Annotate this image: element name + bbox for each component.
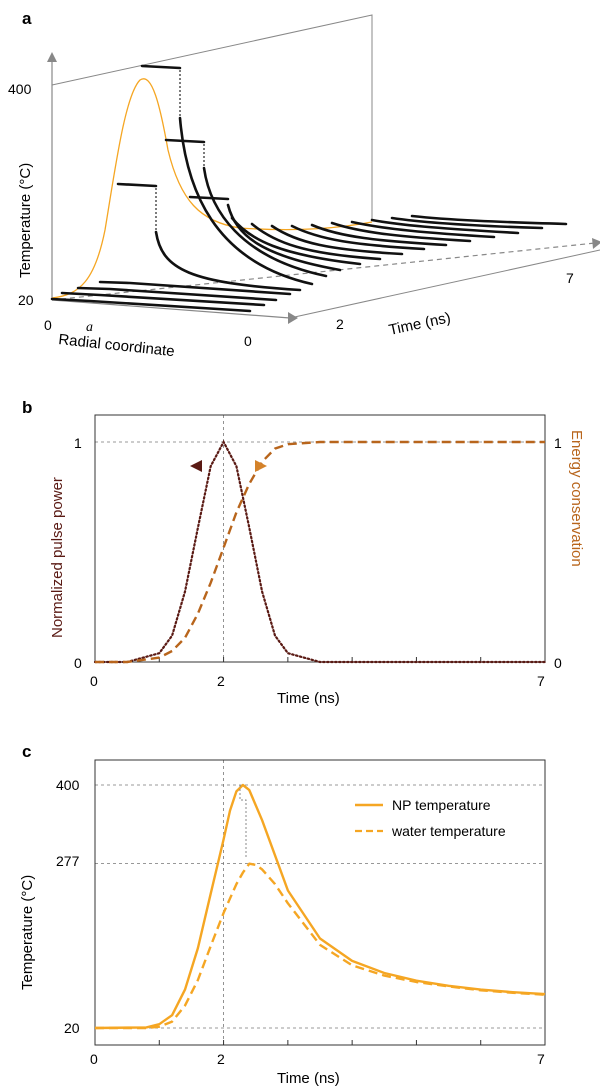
panel-label-a: a bbox=[22, 9, 32, 28]
panel-label-c: c bbox=[22, 742, 31, 761]
profile-3 bbox=[76, 286, 278, 302]
panel-a-xlabel: Radial coordinate bbox=[58, 331, 176, 360]
panel-c-xtick-0: 0 bbox=[90, 1051, 98, 1067]
profile-12 bbox=[290, 224, 426, 251]
profile-2 bbox=[60, 291, 266, 307]
right-axis-arrow-icon bbox=[255, 460, 267, 472]
panel-a-back-wall bbox=[51, 14, 373, 220]
profile-8 bbox=[188, 195, 342, 272]
profile-14 bbox=[330, 221, 472, 243]
panel-c-ytick-20: 20 bbox=[64, 1020, 80, 1036]
left-axis-arrow-icon bbox=[190, 460, 202, 472]
panel-c-xtick-2: 2 bbox=[217, 1051, 225, 1067]
panel-a-ytick-20: 20 bbox=[18, 292, 34, 308]
energy-conservation-line bbox=[95, 440, 545, 664]
pulse-power-line bbox=[93, 439, 547, 664]
panel-a-radial-profiles bbox=[50, 64, 568, 313]
panel-b-ytick-right-1: 1 bbox=[554, 435, 562, 451]
panel-a-ttick-7: 7 bbox=[566, 270, 574, 286]
panel-a-tlabel: Time (ns) bbox=[387, 309, 452, 339]
panel-b-frame bbox=[94, 414, 546, 663]
panel-c-ytick-400: 400 bbox=[56, 777, 80, 793]
water-temperature-line bbox=[95, 862, 546, 1030]
panel-a-temperature-arrow bbox=[47, 52, 57, 62]
profile-9 bbox=[230, 216, 362, 266]
profile-17 bbox=[390, 216, 544, 230]
panel-a-time-arrow bbox=[592, 238, 600, 249]
panel-a-ytick-400: 400 bbox=[8, 81, 32, 97]
panel-c: c Temperature (°C) Time (ns) 0 2 7 400 2… bbox=[19, 742, 546, 1087]
panel-a-ylabel: Temperature (°C) bbox=[17, 163, 34, 278]
panel-c-ytick-277: 277 bbox=[56, 853, 80, 869]
np-temperature-line bbox=[94, 783, 546, 1030]
panel-a: a Temperature (°C) Radial coordinate Tim… bbox=[8, 9, 600, 360]
panel-b: b Normalized pulse power Energy conserva… bbox=[22, 398, 585, 707]
panel-b-xtick-7: 7 bbox=[537, 673, 545, 689]
panel-a-interface-jumps bbox=[155, 70, 205, 232]
panel-a-front-edge bbox=[289, 249, 600, 319]
profile-1 bbox=[50, 297, 252, 313]
panel-b-ylabel-left: Normalized pulse power bbox=[49, 477, 66, 638]
panel-b-xtick-2: 2 bbox=[217, 673, 225, 689]
panel-c-frame bbox=[94, 759, 546, 1046]
profile-18 bbox=[410, 214, 568, 226]
panel-b-ytick-right-0: 0 bbox=[554, 655, 562, 671]
profile-7 bbox=[164, 138, 328, 278]
panel-a-np-temperature-curve bbox=[51, 78, 373, 299]
profile-5 bbox=[116, 182, 302, 292]
panel-a-xtick-a: a bbox=[86, 320, 93, 335]
panel-a-ttick-2: 2 bbox=[336, 316, 344, 332]
panel-c-ylabel: Temperature (°C) bbox=[19, 875, 36, 990]
panel-a-xtick-0: 0 bbox=[44, 317, 52, 333]
panel-c-xtick-7: 7 bbox=[537, 1051, 545, 1067]
profile-15 bbox=[350, 220, 496, 239]
profile-10 bbox=[250, 222, 382, 261]
panel-label-b: b bbox=[22, 398, 32, 417]
profile-11 bbox=[270, 224, 404, 256]
legend-np-label: NP temperature bbox=[392, 797, 491, 813]
panel-b-ylabel-right: Energy conservation bbox=[568, 430, 585, 567]
panel-a-radial-axis bbox=[51, 299, 291, 319]
panel-b-xlabel: Time (ns) bbox=[277, 690, 340, 707]
panel-b-ytick-left-1: 1 bbox=[74, 435, 82, 451]
panel-b-ytick-left-0: 0 bbox=[74, 655, 82, 671]
panel-c-legend: NP temperature water temperature bbox=[355, 797, 506, 839]
profile-4 bbox=[98, 280, 292, 296]
panel-b-xtick-0: 0 bbox=[90, 673, 98, 689]
profile-13 bbox=[310, 223, 448, 247]
panel-a-xtick-0b: 0 bbox=[244, 333, 252, 349]
profile-16 bbox=[370, 218, 520, 235]
panel-c-xlabel: Time (ns) bbox=[277, 1070, 340, 1087]
legend-water-label: water temperature bbox=[391, 823, 506, 839]
profile-6 bbox=[140, 64, 314, 286]
panel-a-radial-arrow bbox=[288, 312, 298, 324]
panel-c-gap-marker bbox=[239, 785, 247, 858]
